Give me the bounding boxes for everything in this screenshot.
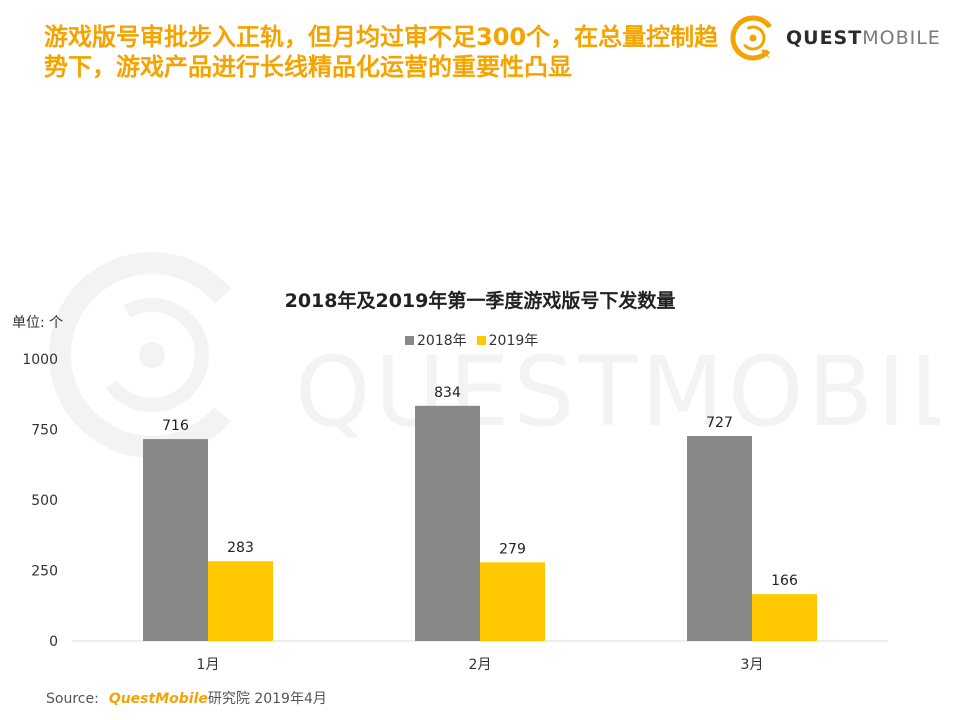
bar-value-label: 834 (434, 385, 461, 401)
bar-2019 (208, 561, 273, 641)
legend-label-2018: 2018年 (417, 333, 467, 349)
chart-legend: 2018年 2019年 (405, 330, 548, 350)
legend-label-2019: 2019年 (488, 333, 539, 349)
source-prefix: Source: (46, 691, 99, 707)
source-note: Source: QuestMobile研究院 2019年4月 (46, 688, 327, 708)
logo-quest: QUEST (786, 27, 863, 49)
x-tick-label: 2月 (469, 657, 492, 673)
bar-value-label: 166 (771, 573, 798, 589)
bar-value-label: 716 (162, 418, 189, 434)
x-tick-label: 3月 (741, 657, 764, 673)
unit-label: 单位: 个 (12, 315, 64, 331)
source-brand: QuestMobile (108, 691, 208, 707)
chart-title: 2018年及2019年第一季度游戏版号下发数量 (284, 290, 676, 312)
y-tick-label: 250 (31, 564, 58, 580)
x-tick-label: 1月 (197, 657, 220, 673)
questmobile-logo-icon (730, 15, 776, 61)
bar-2018 (143, 439, 208, 641)
bar-2018 (687, 435, 752, 641)
bar-2019 (752, 594, 817, 641)
bar-2018 (415, 405, 480, 641)
bar-value-label: 283 (227, 540, 254, 556)
questmobile-logo: QUESTMOBILE (728, 12, 941, 64)
bar-value-label: 279 (499, 541, 526, 557)
y-tick-label: 750 (31, 423, 58, 439)
bar-2019 (480, 562, 545, 641)
logo-wordmark: QUESTMOBILE (786, 27, 941, 49)
legend-swatch-2018 (405, 335, 414, 345)
y-tick-label: 1000 (22, 352, 58, 368)
bar-value-label: 727 (706, 415, 733, 431)
legend-item-2019: 2019年 (476, 330, 539, 350)
legend-swatch-2019 (476, 335, 486, 345)
source-suffix: 研究院 2019年4月 (207, 691, 327, 707)
y-tick-label: 0 (49, 634, 58, 650)
logo-mobile: MOBILE (862, 27, 941, 49)
y-tick-label: 500 (31, 493, 58, 509)
page-headline: 游戏版号审批步入正轨，但月均过审不足300个，在总量控制趋势下，游戏产品进行长线… (44, 23, 719, 81)
legend-item-2018: 2018年 (405, 330, 467, 350)
